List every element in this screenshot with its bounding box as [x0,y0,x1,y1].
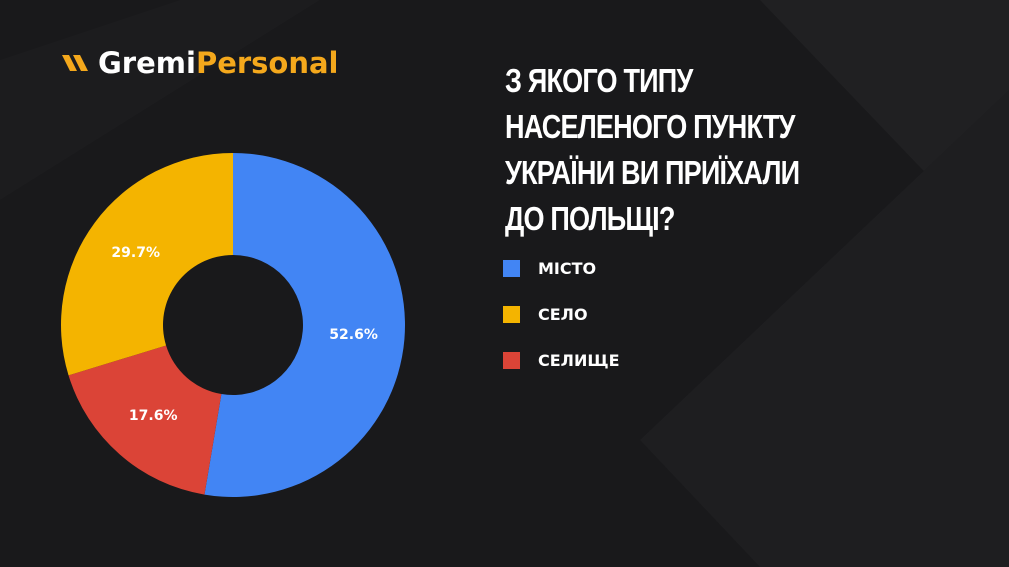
legend-label: МІСТО [538,259,597,278]
logo-text: Personal [195,46,339,80]
legend-item: МІСТО [503,259,596,278]
legend-label: СЕЛИЩЕ [538,351,620,370]
legend-item: СЕЛИЩЕ [503,351,620,370]
chart-title: З ЯКОГО ТИПУ НАСЕЛЕНОГО ПУНКТУ УКРАЇНИ В… [505,62,800,237]
bg-shape [560,0,1009,260]
slice [61,153,233,376]
slice [204,153,406,498]
data-label: 17.6% [129,408,178,424]
logo-mark [62,55,88,71]
slice [68,345,222,495]
legend-label: СЕЛО [538,305,588,324]
legend-swatch [503,352,520,369]
legend-swatch [503,306,520,323]
legend-swatch [503,260,520,277]
data-label: 29.7% [111,245,160,261]
logo-text: Gremi [98,46,196,80]
bg-shape [640,90,1009,567]
donut: 52.6% 17.6% 29.7% [61,153,406,498]
logo: Gremi Personal [60,46,339,80]
legend-item: СЕЛО [503,305,588,324]
bg-shape [0,0,320,200]
data-label: 52.6% [329,327,378,343]
